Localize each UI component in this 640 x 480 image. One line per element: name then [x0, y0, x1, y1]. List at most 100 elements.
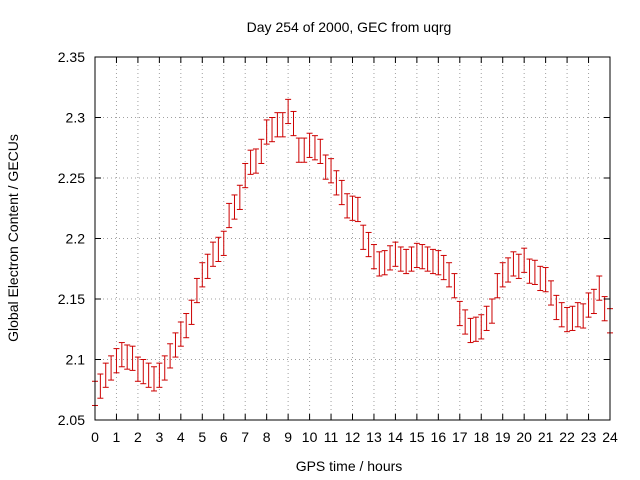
data-point: [129, 345, 136, 371]
data-point: [113, 348, 120, 374]
y-tick-label: 2.15: [58, 291, 85, 307]
data-point: [322, 154, 329, 180]
data-point: [408, 246, 415, 272]
data-point: [419, 244, 426, 270]
data-point: [108, 355, 115, 381]
data-point: [376, 251, 383, 277]
data-point: [328, 158, 335, 184]
data-point: [311, 135, 318, 161]
y-tick-label: 2.35: [58, 49, 85, 65]
data-point: [467, 317, 474, 344]
y-tick-label: 2.25: [58, 170, 85, 186]
data-point: [381, 250, 388, 276]
data-point: [167, 343, 174, 369]
x-tick-label: 3: [155, 429, 163, 445]
data-point: [199, 262, 206, 288]
data-point: [483, 305, 490, 331]
data-point: [274, 112, 281, 138]
data-point: [236, 184, 243, 210]
data-point: [462, 309, 469, 335]
y-tick-label: 2.3: [66, 110, 86, 126]
data-point: [370, 244, 377, 270]
y-tick-label: 2.05: [58, 412, 85, 428]
x-tick-label: 13: [366, 429, 382, 445]
x-tick-label: 0: [91, 429, 99, 445]
data-point: [451, 273, 458, 299]
data-point: [124, 344, 131, 370]
x-tick-label: 1: [113, 429, 121, 445]
data-point: [258, 138, 265, 164]
x-tick-label: 2: [134, 429, 142, 445]
data-point: [118, 342, 125, 368]
data-point: [333, 170, 340, 196]
data-point: [585, 292, 592, 318]
data-point: [505, 257, 512, 283]
x-tick-label: 8: [263, 429, 271, 445]
data-point: [134, 356, 141, 382]
y-tick-label: 2.1: [66, 352, 86, 368]
data-point: [344, 193, 351, 219]
data-point: [247, 149, 254, 175]
data-point: [161, 355, 168, 381]
x-tick-label: 12: [345, 429, 361, 445]
data-point: [188, 299, 195, 325]
x-tick-label: 4: [177, 429, 185, 445]
data-point: [317, 138, 324, 164]
data-point: [547, 280, 554, 306]
x-tick-label: 7: [241, 429, 249, 445]
data-point: [590, 288, 597, 315]
data-point: [488, 298, 495, 324]
x-tick-label: 15: [409, 429, 425, 445]
data-point: [424, 246, 431, 272]
y-tick-label: 2.2: [66, 231, 86, 247]
data-point: [183, 313, 190, 339]
y-axis-label: Global Electron Content / GECUs: [5, 134, 21, 342]
data-point: [295, 137, 302, 163]
data-point: [472, 316, 479, 342]
data-point: [338, 179, 345, 206]
x-tick-label: 24: [602, 429, 618, 445]
data-point: [558, 302, 565, 328]
data-point: [446, 262, 453, 288]
data-point: [494, 273, 501, 299]
data-point: [435, 250, 442, 276]
data-point: [193, 277, 200, 304]
x-tick-label: 20: [516, 429, 532, 445]
data-point: [140, 359, 147, 385]
x-axis-label: GPS time / hours: [296, 458, 403, 474]
data-point: [285, 98, 292, 125]
data-point: [403, 248, 410, 275]
data-point: [279, 112, 286, 138]
data-point: [242, 162, 249, 189]
data-point: [269, 117, 276, 143]
x-tick-label: 10: [302, 429, 318, 445]
data-point: [553, 294, 560, 321]
data-point: [387, 245, 394, 271]
data-point: [156, 362, 163, 388]
data-point: [510, 251, 517, 277]
x-tick-label: 14: [388, 429, 404, 445]
x-tick-label: 9: [284, 429, 292, 445]
data-point: [526, 258, 533, 284]
data-point: [349, 195, 356, 221]
data-point: [145, 362, 152, 388]
data-point: [97, 373, 104, 399]
data-point: [204, 253, 211, 279]
data-point: [397, 246, 404, 272]
data-point: [172, 332, 179, 358]
x-tick-label: 19: [495, 429, 511, 445]
x-tick-label: 18: [473, 429, 489, 445]
data-point: [531, 259, 538, 285]
x-tick-label: 6: [220, 429, 228, 445]
axis-ticks: 0 1 2 3 4 5 6 7 8 9 10 11 12 13 14 15 16 17 18 19 20 21 22 23 24…: [58, 49, 618, 445]
data-point: [226, 202, 233, 229]
x-tick-label: 17: [452, 429, 468, 445]
data-point: [478, 314, 485, 340]
data-point: [601, 296, 608, 322]
data-point: [569, 305, 576, 331]
data-point: [102, 362, 109, 388]
data-point: [252, 148, 259, 174]
x-tick-label: 23: [581, 429, 597, 445]
data-point: [574, 302, 581, 328]
x-tick-label: 16: [431, 429, 447, 445]
